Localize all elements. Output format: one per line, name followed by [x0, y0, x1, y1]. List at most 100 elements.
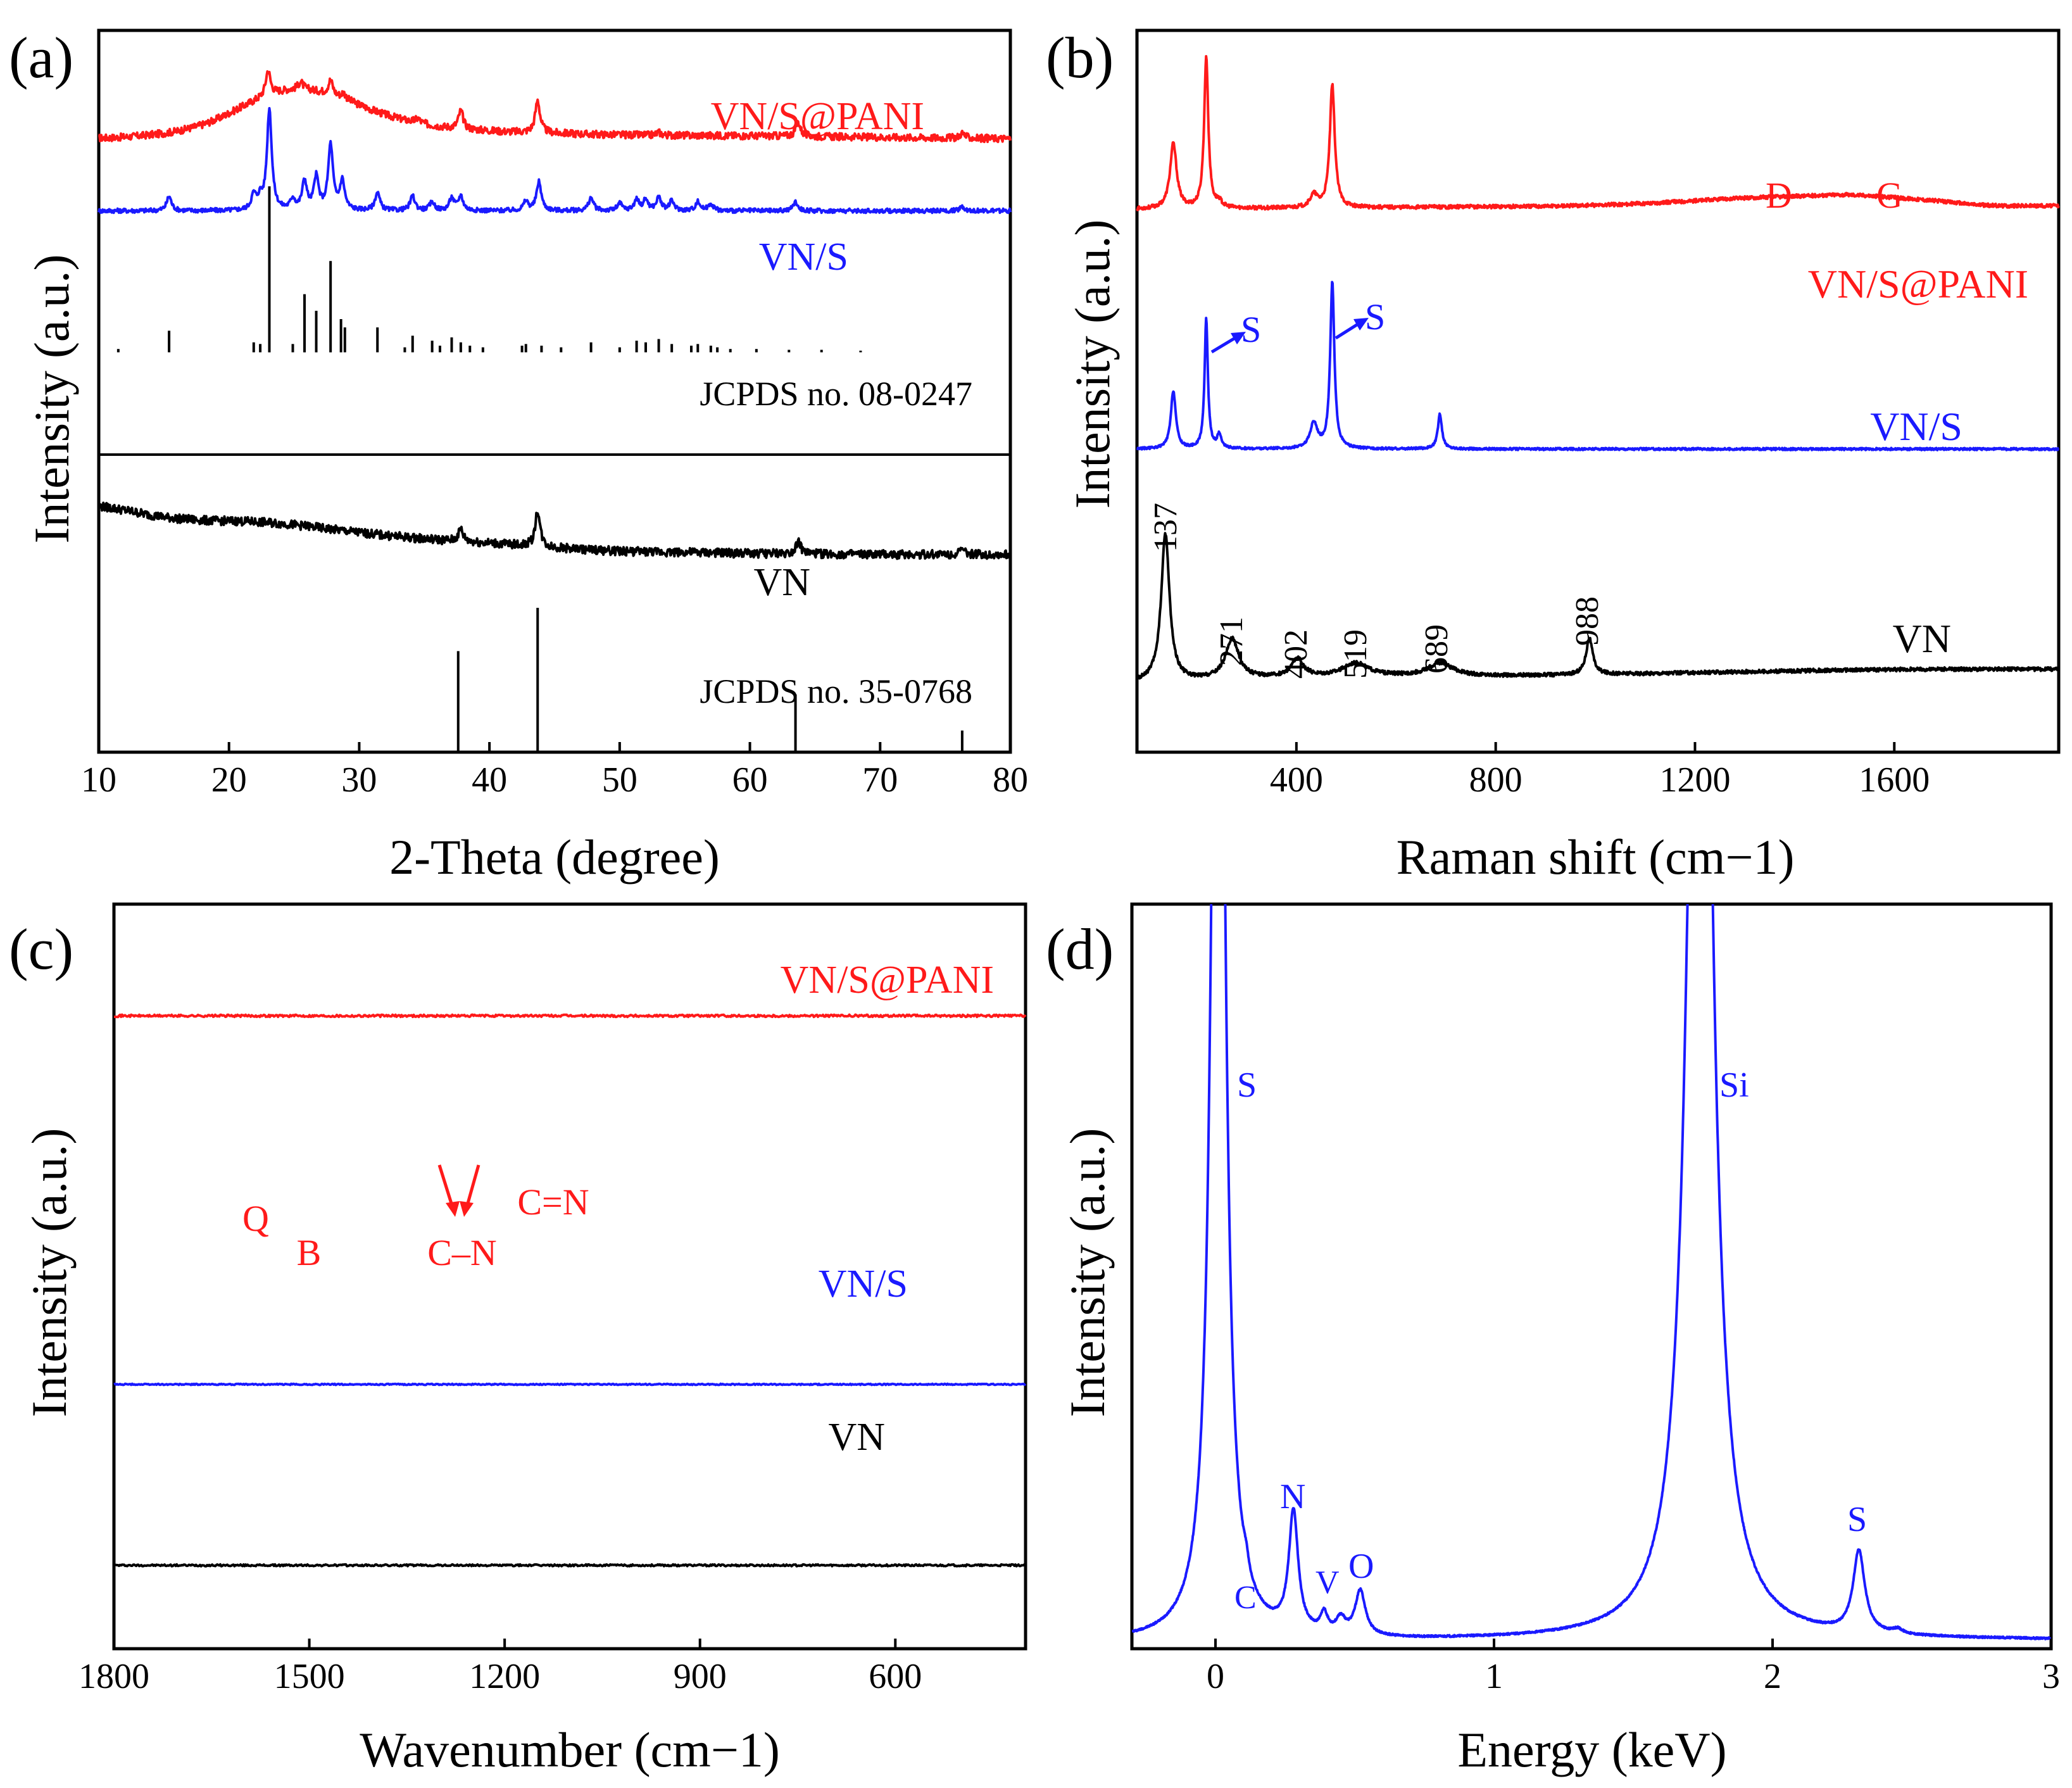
series-line-0: [1136, 54, 2060, 211]
band-label-b: B: [297, 1232, 322, 1273]
panel-c-y-axis-label: Intensity (a.u.): [22, 1128, 77, 1417]
panel-a-legend-vn-s-pani: VN/S@PANI: [711, 95, 924, 138]
peak-label-137: 137: [1148, 503, 1184, 552]
series-line-0: [98, 70, 1012, 144]
s-marker-arrow-shaft: [1210, 335, 1238, 354]
panel-a-y-axis-label: Intensity (a.u.): [24, 254, 79, 543]
x-tick-label: 1200: [469, 1657, 540, 1696]
peak-label-519: 519: [1338, 629, 1374, 679]
panel-d-label: (d): [1046, 917, 1114, 981]
peak-label-689: 689: [1419, 624, 1455, 674]
x-tick-label: 1500: [274, 1657, 345, 1696]
panel-d: (d) 0 1 2 3 Energy (keV) Intensity (a.u.) S…: [1046, 902, 2060, 1777]
series-line-1: [113, 1382, 1027, 1387]
panel-d-y-axis-label: Intensity (a.u.): [1060, 1128, 1115, 1417]
element-label-s-high: S: [1847, 1500, 1867, 1539]
panel-b-x-ticks: 400 800 1200 1600: [1270, 742, 1930, 800]
s-marker-arrow-head: [1231, 332, 1246, 344]
panel-c-x-ticks: 1800 1500 1200 900 600: [78, 1639, 922, 1696]
panel-b-y-axis-label: Intensity (a.u.): [1065, 219, 1120, 508]
x-tick-label: 40: [472, 760, 507, 800]
c-n-arrows: [437, 1164, 480, 1217]
x-tick-label: 800: [1469, 760, 1523, 800]
x-tick-label: 900: [674, 1657, 727, 1696]
series-line-2: [97, 501, 1012, 560]
panel-c-legend-vn-s: VN/S: [819, 1262, 908, 1306]
peak-label-988: 988: [1569, 596, 1605, 646]
x-tick-label: 0: [1207, 1657, 1224, 1696]
panel-a-legend-vn: VN: [753, 561, 810, 604]
panel-d-x-axis-label: Energy (keV): [1457, 1722, 1726, 1777]
band-label-q: Q: [242, 1198, 269, 1239]
panel-a-legend-vn-s: VN/S: [759, 236, 848, 279]
x-tick-label: 20: [211, 760, 247, 800]
panel-b-d-band-label: D: [1766, 175, 1792, 216]
panel-b-s-marker-2: S: [1334, 296, 1385, 340]
panel-b-legend-vn-s: VN/S: [1870, 404, 1962, 449]
panel-b-legend-vn-s-pani: VN/S@PANI: [1808, 261, 2028, 306]
series-line-0: [113, 1013, 1027, 1019]
panel-a: (a) 10 20 30 40 50 60 70 80 2-Theta (degree) In…: [9, 25, 1028, 885]
x-tick-label: 1: [1485, 1657, 1503, 1696]
panel-a-label: (a): [9, 25, 73, 90]
element-label-n: N: [1280, 1477, 1305, 1516]
element-label-c: C: [1234, 1580, 1257, 1616]
panel-c-label: (c): [9, 917, 73, 981]
x-tick-label: 2: [1764, 1657, 1781, 1696]
panel-b-x-axis-label: Raman shift (cm−1): [1397, 829, 1795, 885]
panel-b: (b) 400 800 1200 1600 Raman shift (cm−1) In…: [1046, 25, 2061, 885]
s-marker-label: S: [1241, 309, 1261, 350]
panel-c-frame: [112, 902, 1027, 1651]
series-line-1: [1136, 280, 2060, 451]
panel-b-plot-area: [1136, 54, 2060, 680]
panel-c-x-axis-label: Wavenumber (cm−1): [360, 1722, 780, 1777]
x-tick-label: 400: [1270, 760, 1323, 800]
c-n-arrow-right-head: [460, 1201, 474, 1217]
element-label-v: V: [1315, 1564, 1340, 1601]
x-tick-label: 70: [862, 760, 898, 800]
panel-a-x-axis-label: 2-Theta (degree): [389, 829, 720, 885]
series-line-2: [113, 1563, 1026, 1568]
panel-c-plot-area: [113, 1013, 1027, 1568]
panel-c-legend-vn: VN: [828, 1416, 885, 1459]
s-marker-arrow-head: [1353, 318, 1369, 331]
panel-d-frame: [1130, 902, 2053, 1651]
panel-c: (c) 1800 1500 1200 900 600 Wavenumber (cm−1)…: [9, 902, 1027, 1777]
panel-c-legend-vn-s-pani: VN/S@PANI: [781, 959, 994, 1002]
band-label-c-eq-n: C=N: [517, 1181, 589, 1223]
element-label-s-low: S: [1237, 1066, 1257, 1105]
series-line-1: [97, 107, 1012, 215]
panel-a-frame: [97, 28, 1012, 754]
s-marker-label: S: [1365, 296, 1385, 337]
series-line-0: [1132, 904, 2051, 1640]
panel-a-jcpds-35-0768: JCPDS no. 35-0768: [700, 672, 972, 710]
panel-d-plot-area: [1132, 904, 2051, 1640]
peak-label-402: 402: [1278, 629, 1314, 679]
x-tick-label: 50: [602, 760, 637, 800]
x-tick-label: 10: [81, 760, 116, 800]
panel-b-legend-vn: VN: [1893, 616, 1951, 661]
s-marker-arrow-shaft: [1334, 321, 1361, 340]
x-tick-label: 60: [732, 760, 768, 800]
c-n-arrow-left-head: [446, 1201, 460, 1217]
band-label-c-n: C–N: [427, 1232, 497, 1273]
x-tick-label: 30: [341, 760, 377, 800]
panel-d-x-ticks: 0 1 2 3: [1207, 1639, 2060, 1696]
c-n-arrow-right-shaft: [465, 1164, 480, 1206]
c-n-arrow-left-shaft: [437, 1164, 454, 1206]
panel-a-x-ticks: 10 20 30 40 50 60 70 80: [81, 742, 1028, 800]
panel-b-g-band-label: G: [1876, 175, 1903, 216]
x-tick-label: 80: [993, 760, 1028, 800]
x-tick-label: 3: [2042, 1657, 2060, 1696]
panel-b-frame: [1135, 28, 2061, 754]
panel-b-s-marker-1: S: [1210, 309, 1261, 354]
x-tick-label: 600: [869, 1657, 922, 1696]
panel-a-plot-area: [97, 70, 1012, 752]
x-tick-label: 1200: [1659, 760, 1730, 800]
x-tick-label: 1800: [78, 1657, 149, 1696]
x-tick-label: 1600: [1859, 760, 1930, 800]
panel-a-jcpds-08-0247: JCPDS no. 08-0247: [700, 375, 972, 413]
element-label-o: O: [1348, 1547, 1374, 1586]
series-line-2: [1136, 532, 2060, 680]
